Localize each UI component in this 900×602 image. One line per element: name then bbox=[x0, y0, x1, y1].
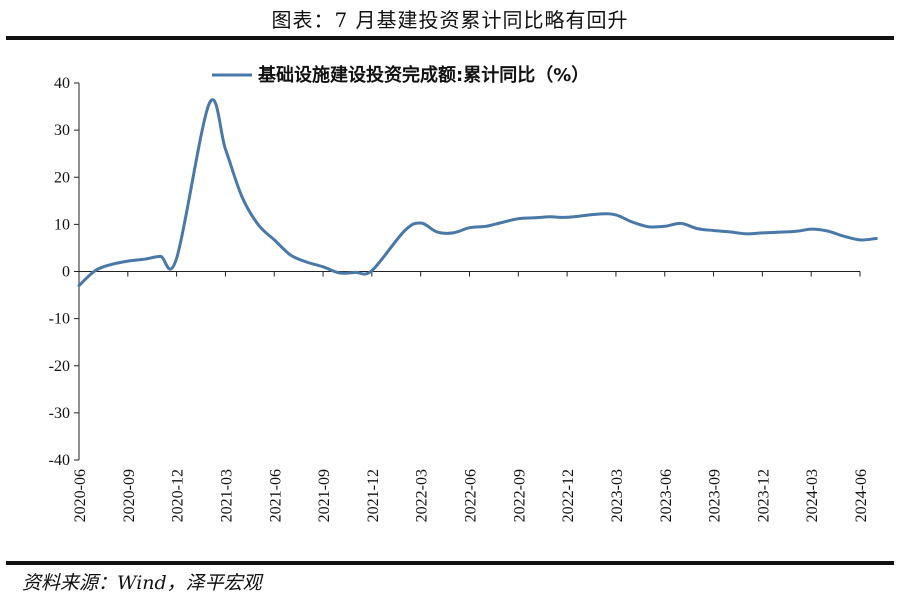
legend: 基础设施建设投资完成额:累计同比（%） bbox=[212, 64, 589, 86]
x-tick-label: 2021-03 bbox=[218, 469, 235, 522]
y-tick-label: 20 bbox=[54, 169, 70, 186]
y-tick-label: -30 bbox=[49, 405, 70, 422]
x-tick-labels: 2020-06 2020-09 2020-12 2021-03 2021-06 2021-… bbox=[72, 271, 870, 522]
x-tick-label: 2021-06 bbox=[267, 469, 284, 522]
x-tick-label: 2022-06 bbox=[463, 469, 480, 522]
y-tick-labels: -40 -30 -20 -10 0 10 20 30 40 bbox=[49, 75, 79, 469]
y-tick-label: 40 bbox=[54, 75, 70, 92]
x-tick-label: 2022-12 bbox=[560, 469, 577, 522]
x-tick-label: 2022-03 bbox=[414, 469, 431, 522]
plot-area bbox=[77, 98, 878, 288]
x-tick-label: 2024-06 bbox=[853, 469, 870, 522]
legend-label: 基础设施建设投资完成额:累计同比（%） bbox=[257, 64, 589, 86]
figure-title: 图表：7 月基建投资累计同比略有回升 bbox=[271, 8, 629, 32]
y-tick-label: -10 bbox=[49, 311, 70, 328]
x-tick-label: 2020-06 bbox=[72, 469, 89, 522]
series-line-0 bbox=[77, 98, 878, 288]
x-tick-label: 2024-03 bbox=[804, 469, 821, 522]
x-tick-label: 2023-06 bbox=[658, 469, 675, 522]
x-tick-label: 2022-09 bbox=[511, 469, 528, 522]
x-tick-label: 2021-12 bbox=[365, 469, 382, 522]
y-tick-label: 0 bbox=[62, 264, 70, 281]
x-tick-label: 2020-12 bbox=[170, 469, 187, 522]
x-tick-label: 2023-09 bbox=[707, 469, 724, 522]
y-tick-label: -40 bbox=[49, 452, 70, 469]
x-tick-label: 2023-03 bbox=[609, 469, 626, 522]
y-tick-label: 10 bbox=[54, 216, 70, 233]
source-note: 资料来源：Wind，泽平宏观 bbox=[22, 572, 262, 594]
x-tick-label: 2020-09 bbox=[121, 469, 138, 522]
bottom-rule bbox=[6, 561, 894, 565]
x-tick-label: 2021-09 bbox=[316, 469, 333, 522]
top-rule bbox=[6, 36, 894, 40]
y-tick-label: 30 bbox=[54, 122, 70, 139]
x-tick-label: 2023-12 bbox=[755, 469, 772, 522]
y-tick-label: -20 bbox=[49, 358, 70, 375]
